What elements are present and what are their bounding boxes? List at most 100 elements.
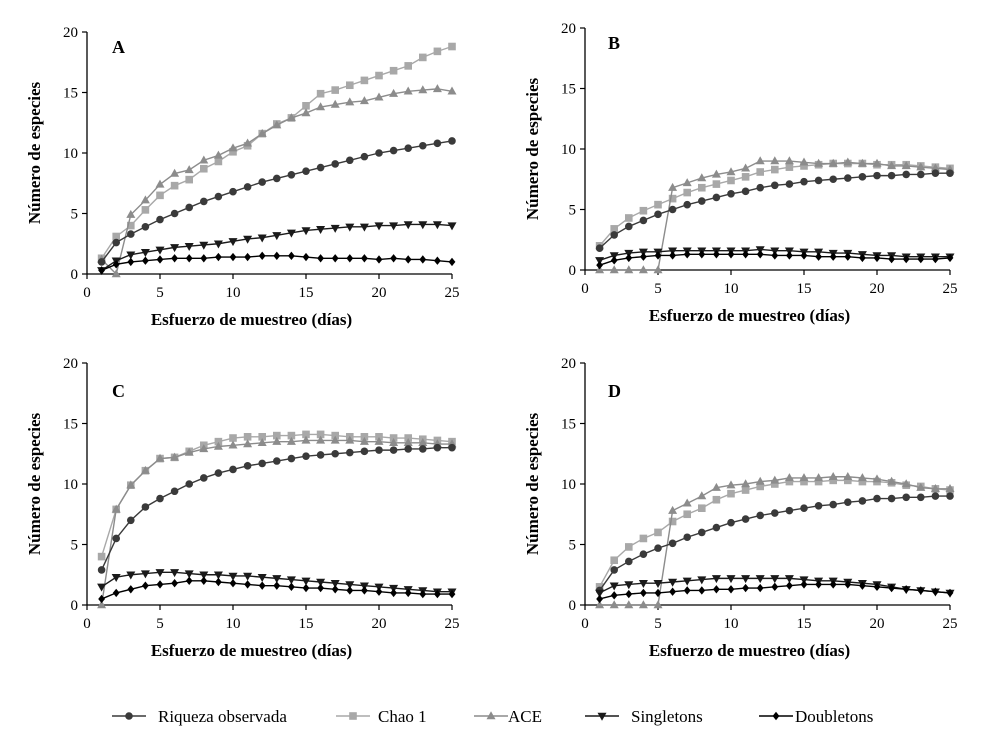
x-axis-label: Esfuerzo de muestreo (días) xyxy=(649,641,850,660)
data-point-riqueza-observada xyxy=(902,493,910,502)
legend-marker-riqueza-observada xyxy=(125,712,133,720)
data-point-ace xyxy=(447,86,457,95)
data-point-singletons xyxy=(286,576,296,585)
data-point-singletons xyxy=(668,578,678,587)
data-point-singletons xyxy=(389,222,399,231)
data-point-riqueza-observada xyxy=(931,169,940,177)
data-point-doubletons xyxy=(742,250,749,259)
legend-marker-doubletons xyxy=(772,711,780,721)
data-point-chao-1 xyxy=(375,433,383,441)
series-line-chao-1 xyxy=(598,479,951,588)
data-point-ace xyxy=(814,158,824,167)
y-tick-label: 5 xyxy=(71,207,79,223)
data-point-riqueza-observada xyxy=(727,518,735,527)
chart-panel-c: 0 5 10 15 20 0 5 10 15 20 25 Esfuerzo de muestreo (… xyxy=(25,356,460,660)
data-point-ace xyxy=(228,143,238,152)
data-point-chao-1 xyxy=(654,528,662,537)
data-point-doubletons xyxy=(844,580,852,589)
data-point-riqueza-observada xyxy=(419,445,427,453)
data-point-chao-1 xyxy=(712,180,721,188)
data-point-riqueza-observada xyxy=(185,203,193,212)
data-point-riqueza-observada xyxy=(97,566,106,574)
data-point-ace xyxy=(316,435,326,444)
y-tick-label: 0 xyxy=(71,598,79,614)
data-point-chao-1 xyxy=(389,434,398,442)
data-point-riqueza-observada xyxy=(829,175,837,184)
data-point-riqueza-observada xyxy=(741,515,750,523)
data-point-ace xyxy=(668,182,678,191)
data-point-chao-1 xyxy=(141,206,150,214)
data-point-singletons xyxy=(126,571,136,580)
y-tick-label: 0 xyxy=(569,598,577,614)
data-point-ace xyxy=(170,168,180,177)
series-doubletons xyxy=(596,580,954,604)
data-point-doubletons xyxy=(258,251,266,261)
data-point-doubletons xyxy=(698,250,706,259)
data-point-ace xyxy=(930,484,940,493)
data-point-chao-1 xyxy=(287,431,296,440)
series-doubletons xyxy=(98,251,456,275)
data-point-doubletons xyxy=(932,254,939,264)
data-point-doubletons xyxy=(844,252,852,261)
data-point-doubletons xyxy=(902,585,910,594)
panel-label: C xyxy=(112,381,125,401)
data-point-singletons xyxy=(257,234,267,243)
series-doubletons xyxy=(596,250,954,270)
data-point-doubletons xyxy=(317,583,324,593)
data-point-doubletons xyxy=(288,251,295,261)
data-point-riqueza-observada xyxy=(448,137,456,145)
data-point-riqueza-observada xyxy=(814,501,823,510)
data-point-singletons xyxy=(418,221,428,230)
data-point-ace xyxy=(432,84,442,93)
data-point-chao-1 xyxy=(654,200,662,209)
data-point-chao-1 xyxy=(346,81,354,90)
data-point-riqueza-observada xyxy=(360,152,369,161)
x-tick-label: 25 xyxy=(943,281,958,297)
data-point-singletons xyxy=(257,573,267,582)
data-point-ace xyxy=(916,482,926,491)
data-point-doubletons xyxy=(258,581,266,590)
x-tick-label: 25 xyxy=(445,616,460,632)
data-point-chao-1 xyxy=(683,510,691,519)
data-point-riqueza-observada xyxy=(229,465,237,474)
data-point-ace xyxy=(887,476,897,485)
data-point-riqueza-observada xyxy=(404,445,413,453)
data-point-singletons xyxy=(653,580,663,589)
data-point-ace xyxy=(901,161,911,170)
data-point-ace xyxy=(359,96,369,105)
data-point-ace xyxy=(374,92,384,101)
x-tick-label: 10 xyxy=(226,285,241,301)
x-tick-label: 5 xyxy=(156,285,164,301)
data-point-singletons xyxy=(755,575,765,584)
data-point-riqueza-observada xyxy=(946,492,954,500)
data-point-singletons xyxy=(316,578,326,587)
data-point-riqueza-observada xyxy=(170,487,179,496)
data-point-ace xyxy=(389,88,399,97)
data-point-ace xyxy=(243,138,253,147)
data-point-doubletons xyxy=(859,253,866,263)
data-point-ace xyxy=(872,474,882,483)
data-point-doubletons xyxy=(917,254,925,264)
data-point-doubletons xyxy=(98,594,105,604)
data-point-riqueza-observada xyxy=(785,180,794,188)
data-point-singletons xyxy=(741,575,751,584)
data-point-ace xyxy=(741,479,751,488)
data-point-doubletons xyxy=(331,585,339,594)
data-point-riqueza-observada xyxy=(287,454,296,463)
y-tick-label: 15 xyxy=(63,417,78,433)
data-point-ace xyxy=(638,600,648,609)
data-point-chao-1 xyxy=(97,552,106,561)
data-point-singletons xyxy=(243,572,253,581)
data-point-riqueza-observada xyxy=(887,171,896,180)
data-point-singletons xyxy=(170,569,180,578)
data-point-chao-1 xyxy=(127,221,135,230)
legend-label: Singletons xyxy=(631,707,703,726)
data-point-ace xyxy=(199,155,209,164)
data-point-singletons xyxy=(272,575,282,584)
data-point-ace xyxy=(140,195,150,204)
data-point-doubletons xyxy=(302,252,310,262)
data-point-doubletons xyxy=(902,254,910,264)
data-point-riqueza-observada xyxy=(917,170,925,179)
legend-item-singletons: Singletons xyxy=(585,707,703,726)
data-point-chao-1 xyxy=(712,495,721,504)
